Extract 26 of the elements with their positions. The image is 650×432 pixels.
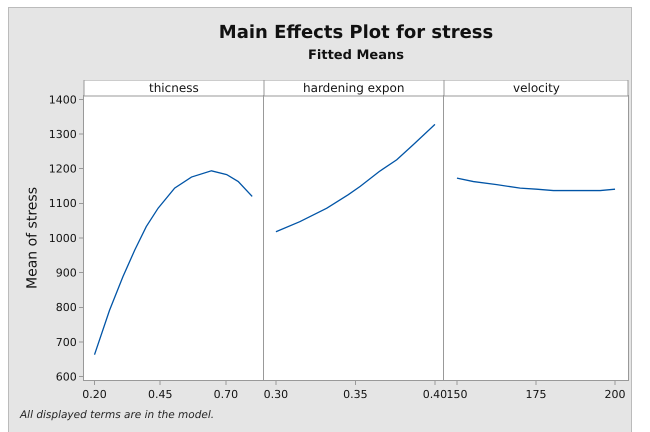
x-tick-label: 0.40 [422,388,448,402]
x-tick-label: 200 [604,388,626,402]
y-tick-label: 900 [56,266,77,280]
x-axis-title: velocity [513,81,560,95]
y-tick-label: 700 [56,336,77,349]
y-tick-label: 1000 [48,232,77,245]
x-tick-label: 175 [526,388,546,402]
line-series [94,170,253,356]
y-tick-label: 1300 [48,128,77,141]
y-tick-label: 1200 [48,162,77,176]
y-axis-title: Mean of stress [24,187,40,289]
y-tick-label: 1100 [48,197,77,210]
x-tick-label: 0.45 [148,388,172,402]
x-axis-title: hardening expon [303,81,404,95]
x-tick-label: 0.70 [214,388,238,402]
y-tick-label: 1400 [48,93,77,106]
x-tick-label: 150 [446,388,468,402]
x-axis-title: thicness [149,81,199,95]
text: Fitted Means [308,48,404,63]
x-tick-label: 0.20 [82,388,107,402]
chart-title: Main Effects Plot for stress [218,22,494,43]
x-tick-label: 0.35 [343,388,368,402]
text: All displayed terms are in the model. [20,409,214,421]
x-tick-label: 0.30 [264,388,288,402]
y-tick-label: 800 [56,301,77,314]
y-tick-label: 600 [56,370,77,384]
